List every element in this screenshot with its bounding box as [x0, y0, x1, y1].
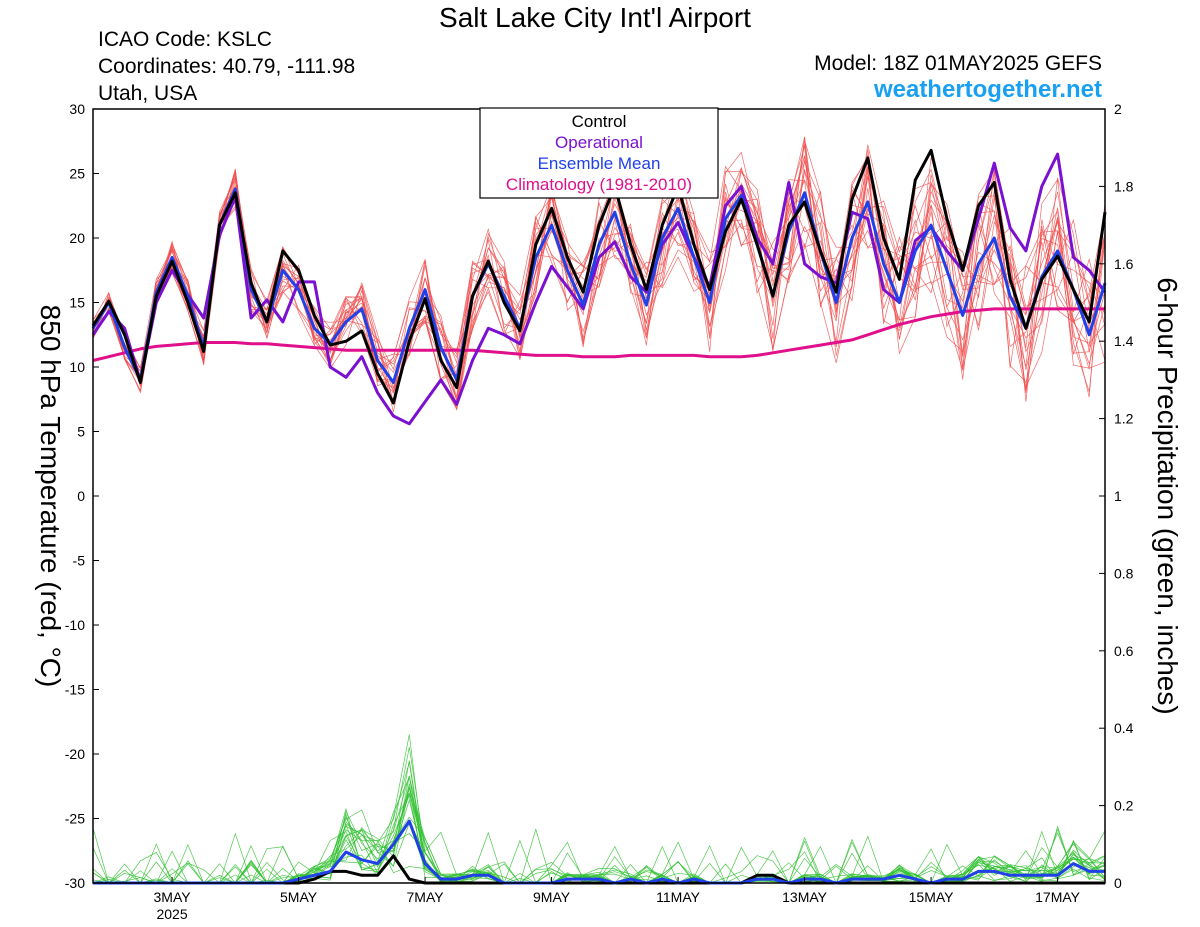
precip-member-line [93, 762, 1106, 884]
left-tick-label: -5 [73, 553, 86, 569]
x-tick-label: 11MAY [656, 889, 700, 905]
chart-title: Salt Lake City Int'l Airport [439, 2, 751, 33]
x-tick-label: 15MAY [909, 889, 955, 905]
right-tick-label: 1.8 [1114, 178, 1134, 194]
x-tick-label: 13MAY [782, 889, 828, 905]
main-series [91, 148, 1107, 885]
legend-control: Control [572, 112, 627, 131]
mean-precip-line [93, 819, 1105, 885]
x-tick-label: 7MAY [407, 889, 445, 905]
right-tick-label: 1 [1114, 488, 1122, 504]
site-link[interactable]: weathertogether.net [873, 76, 1102, 103]
right-tick-label: 1.2 [1114, 411, 1134, 427]
left-tick-label: -25 [65, 811, 85, 827]
left-tick-label: -10 [65, 617, 85, 633]
left-tick-label: 0 [77, 488, 85, 504]
left-tick-label: 15 [69, 295, 85, 311]
left-tick-label: 30 [69, 101, 85, 117]
precip-member-line [93, 816, 1106, 884]
precip-member-line [92, 776, 1106, 884]
right-tick-label: 0.4 [1114, 720, 1134, 736]
legend-ensemble-mean: Ensemble Mean [538, 154, 661, 173]
right-tick-label: 0.2 [1114, 798, 1134, 814]
climatology-line [92, 307, 1105, 362]
right-tick-label: 1.4 [1114, 333, 1134, 349]
precip-member-line [92, 821, 1106, 884]
axes: 302520151050-5-10-15-20-25-3021.81.61.41… [65, 101, 1134, 922]
region: Utah, USA [98, 82, 198, 105]
x-tick-label: 3MAY [154, 889, 192, 905]
left-tick-label: -15 [65, 682, 85, 698]
left-tick-label: 10 [69, 359, 85, 375]
x-tick-label: 5MAY [280, 889, 318, 905]
right-axis-title: 6-hour Precipitation (green, inches) [1152, 277, 1183, 714]
x-tick-label: 9MAY [533, 889, 571, 905]
temperature-member-line [92, 137, 1106, 382]
right-tick-label: 1.6 [1114, 256, 1134, 272]
legend-operational: Operational [555, 133, 643, 152]
left-tick-label: -30 [65, 875, 85, 891]
precip-member-line [92, 822, 1106, 884]
left-tick-label: 25 [69, 166, 85, 182]
model-run: Model: 18Z 01MAY2025 GEFS [814, 52, 1102, 75]
x-tick-label: 17MAY [1035, 889, 1081, 905]
precip-member-line [93, 760, 1106, 884]
legend-climatology: Climatology (1981-2010) [506, 175, 692, 194]
left-tick-label: 20 [69, 230, 85, 246]
precip-member-line [93, 775, 1106, 884]
right-tick-label: 2 [1114, 101, 1122, 117]
coordinates: Coordinates: 40.79, -111.98 [98, 55, 356, 78]
left-tick-label: 5 [77, 424, 85, 440]
x-tick-year: 2025 [156, 906, 187, 922]
legend: Control Operational Ensemble Mean Climat… [479, 107, 719, 199]
temperature-member-line [92, 170, 1106, 413]
control-line [91, 148, 1107, 405]
left-tick-label: -20 [65, 746, 85, 762]
right-tick-label: 0.6 [1114, 643, 1134, 659]
legend-box [479, 107, 719, 199]
precip-member-line [92, 776, 1106, 884]
precip-member-line [92, 820, 1106, 884]
left-axis-title: 850 hPa Temperature (red, °C) [35, 305, 66, 688]
right-tick-label: 0.8 [1114, 565, 1134, 581]
icao-code: ICAO Code: KSLC [98, 28, 272, 51]
right-tick-label: 0 [1114, 875, 1122, 891]
